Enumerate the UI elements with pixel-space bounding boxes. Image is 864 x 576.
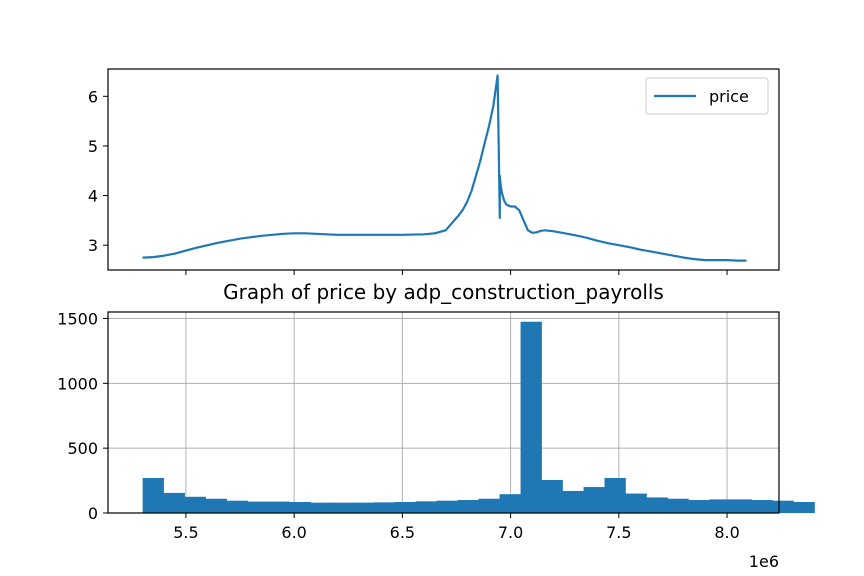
x-tick-label: 7.0 bbox=[498, 523, 523, 542]
x-tick-label: 7.5 bbox=[606, 523, 631, 542]
histogram-bar bbox=[289, 501, 311, 513]
histogram-bar bbox=[667, 498, 689, 513]
histogram-bar bbox=[247, 501, 269, 513]
histogram-bar bbox=[730, 499, 752, 513]
y-tick-label: 1500 bbox=[57, 309, 98, 328]
x-offset-label: 1e6 bbox=[749, 552, 779, 571]
histogram-bar bbox=[541, 479, 563, 513]
x-tick-label: 5.5 bbox=[173, 523, 198, 542]
histogram-axes: 5.5 6.0 6.5 7.0 7.5 8.0 0 500 1000 1500 1e6 Graph o… bbox=[57, 280, 815, 571]
histogram-bar bbox=[268, 501, 290, 513]
y-tick-label: 5 bbox=[88, 137, 98, 156]
histogram-bar bbox=[604, 477, 626, 513]
histogram-bar bbox=[205, 498, 227, 513]
y-tick-label: 6 bbox=[88, 87, 98, 106]
y-tick-label: 0 bbox=[88, 504, 98, 523]
histogram-bar bbox=[478, 498, 500, 513]
legend-box bbox=[645, 77, 769, 115]
histogram-bar bbox=[688, 500, 710, 513]
x-tick-label: 8.0 bbox=[714, 523, 739, 542]
line-chart-axes: 3 4 5 6 price bbox=[88, 68, 780, 275]
axes-frame bbox=[107, 68, 780, 271]
histogram-bar bbox=[310, 502, 332, 513]
y-tick-label: 3 bbox=[88, 236, 98, 255]
histogram-bar bbox=[646, 497, 668, 513]
histogram-bar bbox=[352, 502, 374, 513]
y-tick-label: 1000 bbox=[57, 374, 98, 393]
y-tick-label: 500 bbox=[67, 439, 98, 458]
chart-title: Graph of price by adp_construction_payro… bbox=[223, 280, 664, 304]
legend: price bbox=[645, 77, 769, 115]
histogram-bar bbox=[373, 502, 395, 513]
legend-label: price bbox=[709, 87, 749, 106]
histogram-bar bbox=[394, 501, 416, 513]
histogram-bar bbox=[184, 496, 206, 513]
histogram-bar bbox=[499, 494, 521, 513]
price-line bbox=[142, 74, 747, 262]
histogram-bar bbox=[142, 477, 164, 513]
histogram-bar bbox=[562, 490, 584, 513]
histogram-bar bbox=[415, 501, 437, 513]
histogram-bar bbox=[625, 493, 647, 513]
histogram-bar bbox=[163, 492, 185, 513]
histogram-bar bbox=[436, 500, 458, 513]
x-tick-label: 6.0 bbox=[281, 523, 306, 542]
histogram-bar bbox=[226, 500, 248, 513]
histogram-bar bbox=[751, 500, 773, 513]
y-tick-label: 4 bbox=[88, 187, 98, 206]
histogram-bar bbox=[331, 502, 353, 513]
histogram-bar bbox=[709, 499, 731, 513]
histogram-bar bbox=[772, 500, 794, 513]
histogram-bar bbox=[457, 500, 479, 513]
histogram-bar bbox=[520, 321, 542, 513]
histogram-bar bbox=[793, 501, 815, 513]
axes-frame bbox=[107, 311, 780, 514]
x-tick-label: 6.5 bbox=[390, 523, 415, 542]
histogram-bar bbox=[583, 487, 605, 513]
